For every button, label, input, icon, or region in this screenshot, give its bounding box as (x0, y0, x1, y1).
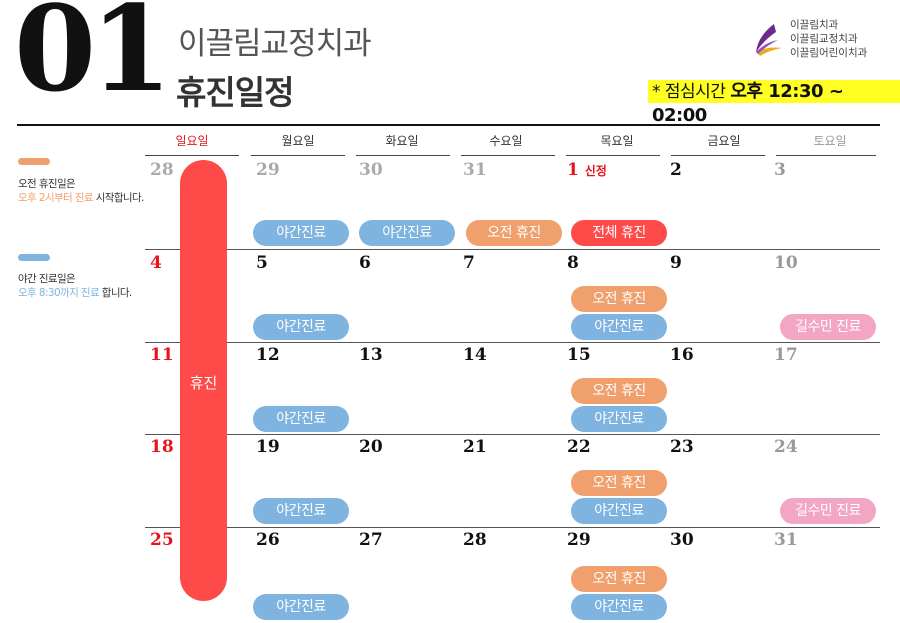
date-cell: 4 (150, 253, 162, 273)
date-cell: 26 (256, 530, 280, 550)
legend-line: 오전 휴진일은 (18, 178, 76, 190)
date-cell: 16 (670, 345, 694, 365)
date-cell: 24 (774, 437, 798, 457)
date-cell: 27 (359, 530, 383, 550)
page-title: 휴진일정 (176, 73, 294, 112)
legend-highlight: 오후 2시부터 진료 (18, 192, 94, 204)
lunch-label: * 점심시간 (652, 82, 726, 102)
date-cell: 21 (463, 437, 487, 457)
night-clinic-badge: 야간진료 (571, 314, 667, 340)
week-divider (145, 434, 880, 435)
date-cell: 31 (463, 160, 487, 180)
closed-period-bar (180, 160, 227, 601)
legend-swatch-morning-off (18, 158, 50, 165)
date-cell: 7 (463, 253, 475, 273)
morning-off-badge: 오전 휴진 (571, 470, 667, 496)
morning-off-badge: 오전 휴진 (571, 378, 667, 404)
header-underline (776, 155, 876, 156)
night-clinic-badge: 야간진료 (571, 594, 667, 620)
date-cell: 9 (670, 253, 682, 273)
header-underline (461, 155, 555, 156)
night-clinic-badge: 야간진료 (253, 406, 349, 432)
header-underline (356, 155, 450, 156)
day-header-fri: 금요일 (707, 134, 741, 148)
date-cell: 28 (463, 530, 487, 550)
date-cell: 23 (670, 437, 694, 457)
date-cell: 30 (670, 530, 694, 550)
legend-line: 오후 2시부터 진료 시작합니다. (18, 191, 144, 205)
morning-off-badge: 오전 휴진 (571, 286, 667, 312)
closed-period-label: 휴진 (189, 374, 218, 392)
date-cell: 11 (150, 345, 174, 365)
date-cell: 2 (670, 160, 682, 180)
day-header-thu: 목요일 (600, 134, 634, 148)
header-divider (17, 124, 880, 126)
legend-swatch-night (18, 254, 50, 261)
date-cell-holiday: 1 신정 (567, 160, 607, 180)
date-cell: 30 (359, 160, 383, 180)
date-cell: 31 (774, 530, 798, 550)
morning-off-badge: 오전 휴진 (466, 220, 562, 246)
legend-rest: 합니다. (99, 287, 133, 299)
legend-morning-off: 오전 휴진일은 오후 2시부터 진료 시작합니다. (18, 177, 144, 205)
date-cell: 13 (359, 345, 383, 365)
page-number: 01 (14, 0, 172, 118)
date-cell: 10 (774, 253, 798, 273)
date-cell: 28 (150, 160, 174, 180)
date-cell: 29 (256, 160, 280, 180)
morning-off-badge: 오전 휴진 (571, 566, 667, 592)
week-divider (145, 342, 880, 343)
date-cell: 6 (359, 253, 371, 273)
holiday-note: 신정 (584, 164, 607, 178)
legend-line: 야간 진료일은 (18, 273, 76, 285)
date-cell: 22 (567, 437, 591, 457)
week-divider (145, 249, 880, 250)
date-cell: 25 (150, 530, 174, 550)
night-clinic-badge: 야간진료 (359, 220, 455, 246)
week-divider (145, 527, 880, 528)
date-cell: 8 (567, 253, 579, 273)
day-header-wed: 수요일 (489, 134, 523, 148)
date-cell: 14 (463, 345, 487, 365)
day-header-sat: 토요일 (813, 134, 847, 148)
date-cell: 15 (567, 345, 591, 365)
full-closed-badge: 전체 휴진 (571, 220, 667, 246)
legend-night: 야간 진료일은 오후 8:30까지 진료 합니다. (18, 272, 132, 300)
date-cell: 3 (774, 160, 786, 180)
date-cell: 18 (150, 437, 174, 457)
header-underline (145, 155, 239, 156)
lunch-time-banner: * 점심시간 오후 12:30 ~ 02:00 (648, 80, 900, 126)
date-cell: 20 (359, 437, 383, 457)
night-clinic-badge: 야간진료 (253, 498, 349, 524)
day-header-mon: 월요일 (281, 134, 315, 148)
brand-name: 이끌림교정치과 (790, 33, 858, 45)
brand-list: 이끌림치과 이끌림교정치과 이끌림어린이치과 (790, 18, 867, 60)
night-clinic-badge: 야간진료 (571, 498, 667, 524)
day-header-sun: 일요일 (175, 134, 209, 148)
night-clinic-badge: 야간진료 (253, 594, 349, 620)
legend-highlight: 오후 8:30까지 진료 (18, 287, 100, 299)
night-clinic-badge: 야간진료 (571, 406, 667, 432)
date-cell: 17 (774, 345, 798, 365)
lunch-time: 오후 12:30 ~ 02:00 (652, 81, 844, 126)
brand-name: 이끌림어린이치과 (790, 47, 868, 59)
special-doctor-badge: 길수민 진료 (780, 314, 876, 340)
legend-line: 오후 8:30까지 진료 합니다. (18, 286, 132, 300)
date-number: 1 (567, 160, 579, 180)
header-underline (251, 155, 345, 156)
date-cell: 5 (256, 253, 268, 273)
day-header-tue: 화요일 (385, 134, 419, 148)
header-underline (671, 155, 765, 156)
special-doctor-badge: 길수민 진료 (780, 498, 876, 524)
night-clinic-badge: 야간진료 (253, 314, 349, 340)
date-cell: 29 (567, 530, 591, 550)
legend-rest: 시작합니다. (92, 192, 145, 204)
brand-name: 이끌림치과 (790, 19, 839, 31)
clinic-logo-icon (756, 24, 782, 56)
clinic-name: 이끌림교정치과 (178, 26, 372, 62)
header-underline (566, 155, 660, 156)
night-clinic-badge: 야간진료 (253, 220, 349, 246)
date-cell: 12 (256, 345, 280, 365)
date-cell: 19 (256, 437, 280, 457)
